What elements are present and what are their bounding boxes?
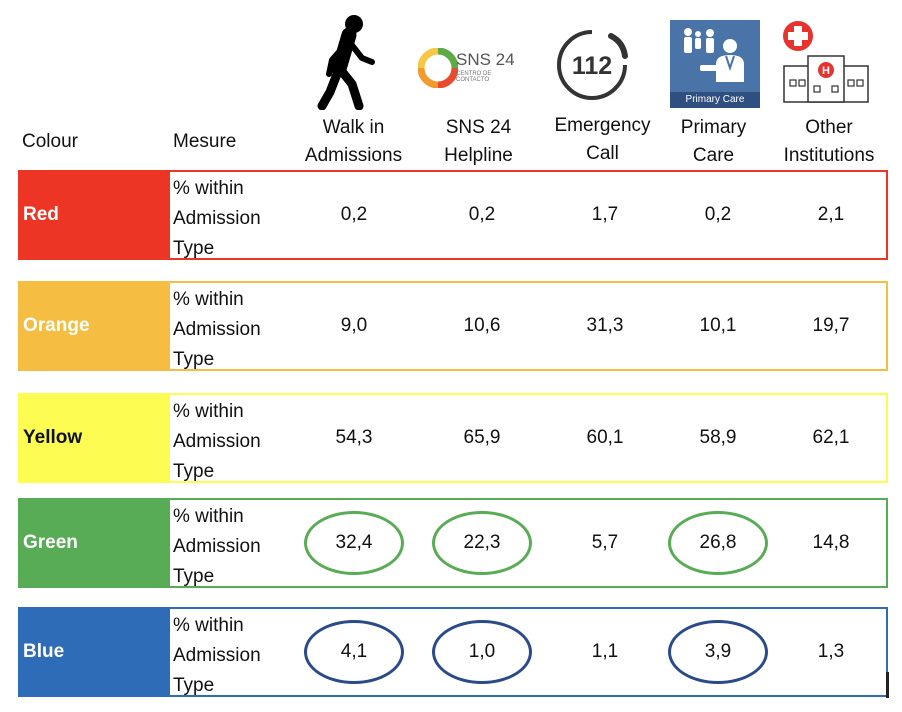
colour-swatch: Orange xyxy=(20,283,170,369)
measure-label: % within Admission Type xyxy=(173,285,261,375)
column-header-line1: Walk in xyxy=(322,117,385,138)
table-row: Yellow% within Admission Type 54,3 65,9 60,1 5… xyxy=(18,393,888,483)
table-row: Orange% within Admission Type 9,0 10,6 31,3 10… xyxy=(18,281,888,371)
measure-label-line: Admission xyxy=(173,319,261,340)
measure-label-line: % within xyxy=(173,401,244,422)
measure-label: % within Admission Type xyxy=(173,174,261,264)
primary-care-label: Primary Care xyxy=(670,92,760,108)
column-header-line1: Emergency xyxy=(554,115,651,136)
colour-swatch: Red xyxy=(20,172,170,258)
value-cell: 0,2 xyxy=(704,204,732,225)
value-cell: 58,9 xyxy=(699,427,737,448)
hospital-icon: H xyxy=(783,21,869,103)
measure-label-line: Type xyxy=(173,238,215,259)
emergency-112-icon: 112 xyxy=(557,30,628,100)
value-cell: 5,7 xyxy=(591,532,619,553)
measure-label: % within Admission Type xyxy=(173,397,261,487)
colour-swatch: Blue xyxy=(20,609,170,695)
column-header-walk-in: Walk in Admissions xyxy=(296,114,411,170)
value-cell: 2,1 xyxy=(817,204,845,225)
measure-label-line: % within xyxy=(173,615,244,636)
colour-swatch: Yellow xyxy=(20,395,170,481)
measure-label-line: Admission xyxy=(173,645,261,666)
measure-label-line: % within xyxy=(173,289,244,310)
value-cell: 0,2 xyxy=(468,204,496,225)
highlight-circle xyxy=(668,620,768,684)
walking-person-icon xyxy=(317,15,375,110)
emergency-112-text: 112 xyxy=(572,52,612,80)
column-header-line2: Care xyxy=(692,145,735,166)
measure-label-line: Type xyxy=(173,349,215,370)
measure-label-line: Type xyxy=(173,461,215,482)
highlight-circle xyxy=(304,511,404,575)
measure-label-line: % within xyxy=(173,506,244,527)
value-cell: 14,8 xyxy=(812,532,850,553)
value-cell: 1,1 xyxy=(591,641,619,662)
highlight-circle xyxy=(432,511,532,575)
measure-label-line: Type xyxy=(173,566,215,587)
sns24-logo-subtext: CENTRO DE CONTACTO xyxy=(456,71,492,83)
value-cell: 54,3 xyxy=(335,427,373,448)
value-cell: 19,7 xyxy=(812,315,850,336)
value-cell: 62,1 xyxy=(812,427,850,448)
value-cell: 31,3 xyxy=(586,315,624,336)
sns24-logo-text: SNS 24 xyxy=(456,50,515,69)
value-cell: 10,6 xyxy=(463,315,501,336)
measure-label: % within Admission Type xyxy=(173,611,261,701)
column-header-line2: Call xyxy=(586,143,619,164)
value-cell: 9,0 xyxy=(340,315,368,336)
column-header-line1: Primary xyxy=(680,117,747,138)
measure-label-line: % within xyxy=(173,178,244,199)
table-row: Green% within Admission Type 32,4 22,3 5,7 26,… xyxy=(18,498,888,588)
measure-label-line: Admission xyxy=(173,536,261,557)
highlight-circle xyxy=(668,511,768,575)
primary-care-icon: Primary Care xyxy=(670,20,760,108)
highlight-circle xyxy=(432,620,532,684)
colour-swatch: Green xyxy=(20,500,170,586)
column-header-line2: Institutions xyxy=(783,145,875,166)
highlight-circle xyxy=(304,620,404,684)
colour-header: Colour xyxy=(22,131,78,152)
column-header-primary-care: Primary Care xyxy=(656,114,771,170)
table-row: Blue% within Admission Type 4,1 1,0 1,1 3,9 1,3 xyxy=(18,607,888,697)
value-cell: 10,1 xyxy=(699,315,737,336)
value-cell: 1,7 xyxy=(591,204,619,225)
column-header-line2: Helpline xyxy=(444,145,513,166)
measure-label-line: Admission xyxy=(173,431,261,452)
sns24-logo-icon: SNS 24 CENTRO DE CONTACTO xyxy=(416,46,516,92)
edge-mark xyxy=(886,672,889,698)
measure-label-line: Type xyxy=(173,675,215,696)
column-header-line2: Admissions xyxy=(304,145,403,166)
table-row: Red% within Admission Type 0,2 0,2 1,7 0,2 2,1 xyxy=(18,170,888,260)
value-cell: 65,9 xyxy=(463,427,501,448)
column-header-other: Other Institutions xyxy=(770,114,888,170)
column-header-line1: SNS 24 xyxy=(445,117,512,138)
column-header-sns24: SNS 24 Helpline xyxy=(421,114,536,170)
hospital-h-text: H xyxy=(822,65,830,77)
measure-header: Mesure xyxy=(173,131,237,152)
column-header-emergency: Emergency Call xyxy=(545,112,660,168)
value-cell: 1,3 xyxy=(817,641,845,662)
value-cell: 0,2 xyxy=(340,204,368,225)
measure-label: % within Admission Type xyxy=(173,502,261,592)
column-header-line1: Other xyxy=(805,117,853,138)
value-cell: 60,1 xyxy=(586,427,624,448)
measure-label-line: Admission xyxy=(173,208,261,229)
